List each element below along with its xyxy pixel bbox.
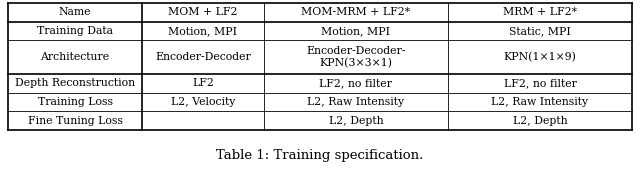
Text: L2, Depth: L2, Depth <box>513 116 567 126</box>
Text: Encoder-Decoder: Encoder-Decoder <box>155 52 251 62</box>
Text: MOM-MRM + LF2*: MOM-MRM + LF2* <box>301 7 410 17</box>
Text: L2, Raw Intensity: L2, Raw Intensity <box>307 97 404 107</box>
Text: LF2: LF2 <box>192 78 214 88</box>
Text: L2, Velocity: L2, Velocity <box>171 97 235 107</box>
Text: MOM + LF2: MOM + LF2 <box>168 7 237 17</box>
Text: Architecture: Architecture <box>40 52 109 62</box>
Text: Encoder-Decoder-
KPN(3×3×1): Encoder-Decoder- KPN(3×3×1) <box>306 46 406 69</box>
Text: Fine Tuning Loss: Fine Tuning Loss <box>28 116 122 126</box>
Text: Training Loss: Training Loss <box>38 97 113 107</box>
Text: Depth Reconstruction: Depth Reconstruction <box>15 78 135 88</box>
Text: Training Data: Training Data <box>37 26 113 36</box>
Text: MRM + LF2*: MRM + LF2* <box>503 7 577 17</box>
Text: KPN(1×1×9): KPN(1×1×9) <box>504 52 577 62</box>
Text: Name: Name <box>59 7 92 17</box>
Text: Motion, MPI: Motion, MPI <box>321 26 390 36</box>
Text: Table 1: Training specification.: Table 1: Training specification. <box>216 148 424 161</box>
Text: L2, Depth: L2, Depth <box>328 116 383 126</box>
Text: LF2, no filter: LF2, no filter <box>319 78 392 88</box>
Text: Static, MPI: Static, MPI <box>509 26 571 36</box>
Text: L2, Raw Intensity: L2, Raw Intensity <box>492 97 589 107</box>
Text: LF2, no filter: LF2, no filter <box>504 78 577 88</box>
Text: Motion, MPI: Motion, MPI <box>168 26 237 36</box>
